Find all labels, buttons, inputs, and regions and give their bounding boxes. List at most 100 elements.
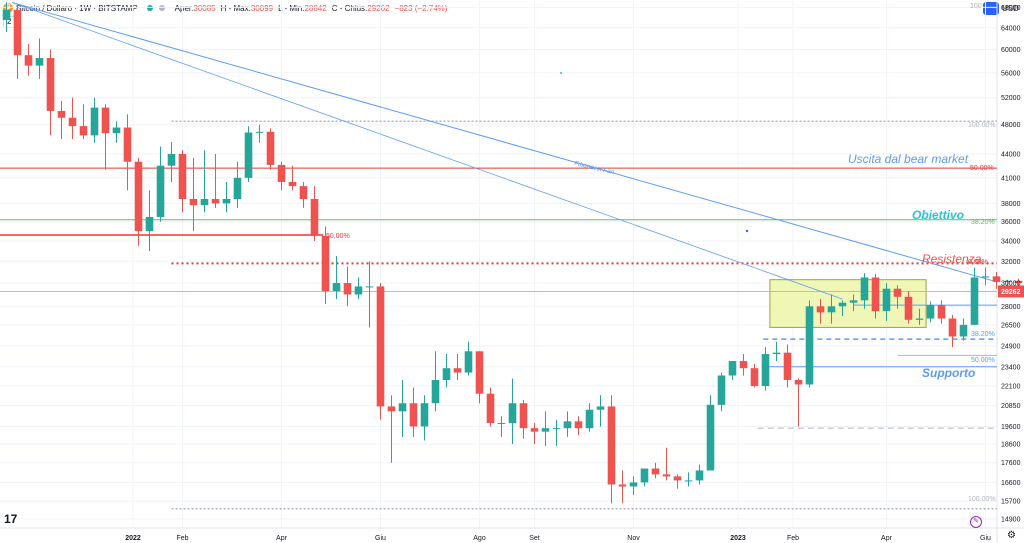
candle-body xyxy=(541,428,550,432)
y-tick-label: 17600 xyxy=(1001,460,1021,467)
candle-body xyxy=(299,186,308,200)
x-tick-label: Giu xyxy=(980,535,991,542)
candle-body xyxy=(728,361,737,376)
x-tick-label: Ago xyxy=(473,535,486,542)
candle-body xyxy=(552,428,561,430)
candle-body xyxy=(684,480,693,482)
candle-body xyxy=(860,277,869,301)
high-value: 30099 xyxy=(250,3,274,13)
candle-body xyxy=(431,379,440,404)
change-value: −823 (−2.74%) xyxy=(394,3,448,13)
y-tick-label: 24900 xyxy=(1001,343,1021,350)
x-tick-label: Nov xyxy=(627,535,640,542)
x-tick-label: Set xyxy=(529,535,540,542)
candle-body xyxy=(519,403,528,429)
candle-body xyxy=(629,482,638,487)
currency-selector[interactable]: USD xyxy=(1002,4,1019,13)
candle-body xyxy=(68,117,77,127)
drawing-tool-icon[interactable]: ✎ xyxy=(970,516,982,528)
marker-dot xyxy=(745,229,749,233)
candle-body xyxy=(673,476,682,481)
marker-dot xyxy=(560,72,562,74)
candle-body xyxy=(838,302,847,307)
fib-50-bottom-label: 50.00% xyxy=(971,357,995,364)
candle-body xyxy=(574,421,583,429)
close-label: C - Chius. xyxy=(331,3,368,13)
resistenza-label: Resistenza xyxy=(922,252,982,266)
candle-body xyxy=(310,199,319,236)
y-tick-label: 14900 xyxy=(1001,516,1021,523)
candle-body xyxy=(101,107,110,134)
left-50-label: 50.00% xyxy=(326,233,350,240)
candle-body xyxy=(2,9,11,20)
y-tick-label: 48000 xyxy=(1001,122,1021,129)
candle-body xyxy=(57,110,66,118)
last-price-label: 29262 xyxy=(1001,289,1021,296)
candle-body xyxy=(915,318,924,320)
candle-body xyxy=(827,306,836,313)
y-tick-label: 23400 xyxy=(1001,364,1021,371)
candle-body xyxy=(112,127,121,134)
candle-body xyxy=(508,403,517,424)
candle-body xyxy=(79,126,88,136)
candle-body xyxy=(332,283,341,292)
candle-body xyxy=(266,131,275,165)
uscita-label: Uscita dal bear market xyxy=(848,152,969,166)
candle-body xyxy=(585,409,594,429)
fib-fan-label: Fibonacci Fan xyxy=(574,160,616,176)
low-value: 28842 xyxy=(304,3,327,13)
x-tick-label: 2023 xyxy=(730,535,746,542)
candle-body xyxy=(167,154,176,166)
y-tick-label: 36000 xyxy=(1001,219,1021,226)
candle-body xyxy=(321,235,330,292)
tradingview-logo[interactable]: 17 xyxy=(4,512,18,526)
candle-body xyxy=(871,277,880,312)
trend-line-upper xyxy=(11,1,998,283)
candle-body xyxy=(992,276,1001,282)
candle-body xyxy=(882,288,891,312)
y-tick-label: 19600 xyxy=(1001,424,1021,431)
y-tick-label: 34000 xyxy=(1001,238,1021,245)
candle-body xyxy=(475,351,484,394)
fib-382-bottom-label: 38.20% xyxy=(971,331,995,338)
consolidation-zone xyxy=(769,279,927,328)
candle-body xyxy=(926,305,935,319)
x-tick-label: Apr xyxy=(276,535,288,542)
candle-body xyxy=(277,164,286,182)
candle-body xyxy=(365,286,374,288)
y-tick-label: 52000 xyxy=(1001,95,1021,102)
currency-flag-icon[interactable] xyxy=(983,2,999,15)
candle-body xyxy=(981,276,990,278)
candle-body xyxy=(717,375,726,405)
candle-body xyxy=(255,131,264,133)
candle-body xyxy=(442,368,451,380)
candle-body xyxy=(288,181,297,187)
obiettivo-label: Obiettivo xyxy=(912,208,964,222)
candle-body xyxy=(739,361,748,369)
fib-50-label: 50.00% xyxy=(970,165,994,172)
candle-body xyxy=(959,324,968,337)
y-tick-label: 16600 xyxy=(1001,480,1021,487)
symbol-title: Bitcoin / Dollaro · 1W · BITSTAMP xyxy=(16,3,138,13)
candle-body xyxy=(398,403,407,412)
x-tick-label: Giu xyxy=(375,535,386,542)
y-tick-label: 68000 xyxy=(1001,5,1021,12)
candle-body xyxy=(695,470,704,481)
candle-body xyxy=(1014,280,1023,284)
x-tick-label: 2022 xyxy=(125,535,141,542)
candle-body xyxy=(90,107,99,136)
candle-body xyxy=(178,154,187,200)
candle-body xyxy=(761,354,770,387)
candle-body xyxy=(233,177,242,200)
y-tick-label: 20850 xyxy=(1001,403,1021,410)
candle-body xyxy=(464,351,473,373)
y-tick-label: 60000 xyxy=(1001,47,1021,54)
candle-body xyxy=(46,58,55,111)
x-tick-label: Feb xyxy=(176,535,188,542)
candle-body xyxy=(387,406,396,412)
settings-gear-icon[interactable]: ⚙ xyxy=(1007,530,1016,541)
candle-body xyxy=(123,127,132,162)
candle-body xyxy=(343,283,352,295)
data-status-icon xyxy=(158,5,165,11)
